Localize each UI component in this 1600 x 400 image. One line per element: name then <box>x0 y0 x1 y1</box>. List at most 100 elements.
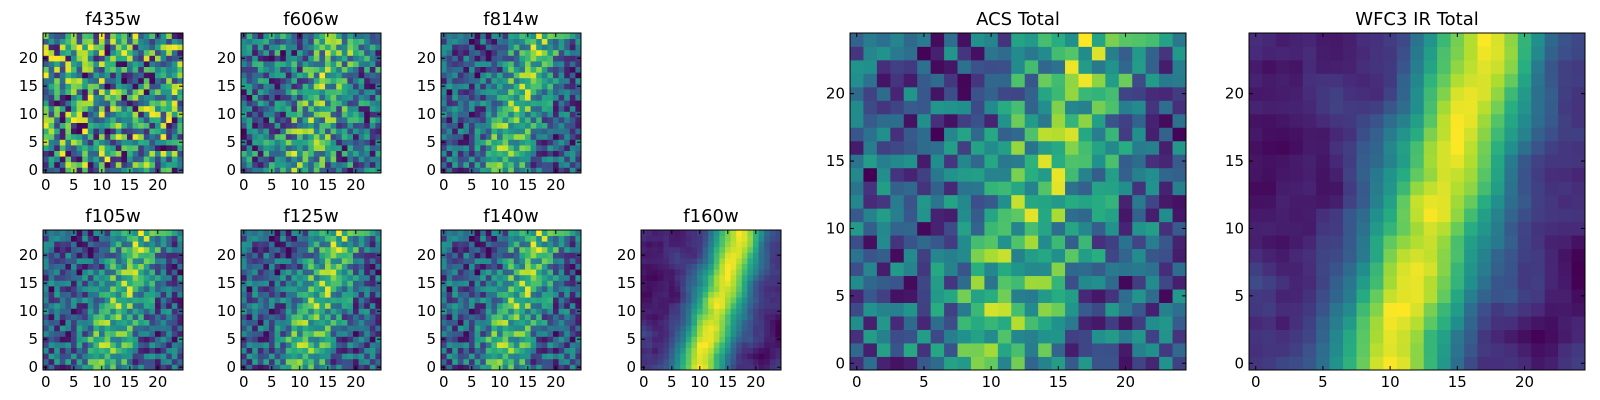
heatmap-cell <box>252 38 259 45</box>
heatmap-cell <box>115 258 122 264</box>
heatmap-cell <box>87 353 94 360</box>
heatmap-cell <box>364 111 371 118</box>
heatmap-cell <box>280 342 287 348</box>
heatmap-cell <box>491 111 498 118</box>
heatmap-cell <box>736 342 743 348</box>
heatmap-cell <box>121 297 128 304</box>
heatmap-cell <box>441 145 447 151</box>
heatmap-cell <box>171 235 178 242</box>
heatmap-cell <box>736 241 743 248</box>
heatmap-cell <box>970 181 985 196</box>
heatmap-cell <box>491 117 498 123</box>
heatmap-cell <box>110 100 117 107</box>
heatmap-cell <box>485 291 492 298</box>
heatmap-cell <box>769 364 776 371</box>
heatmap-cell <box>850 235 864 250</box>
heatmap-cell <box>513 145 520 151</box>
heatmap-cell <box>285 297 292 304</box>
heatmap-cell <box>274 145 281 151</box>
heatmap-cell <box>138 145 145 151</box>
heatmap-cell <box>93 94 100 101</box>
heatmap-cell <box>166 230 173 236</box>
heatmap-cell <box>48 49 55 56</box>
heatmap-cell <box>353 145 359 151</box>
heatmap-cell <box>1172 181 1187 196</box>
heatmap-cell <box>71 72 77 79</box>
heatmap-cell <box>547 33 554 39</box>
heatmap-cell <box>736 353 743 360</box>
heatmap-cell <box>702 235 709 242</box>
heatmap-cell <box>308 128 315 135</box>
heatmap-cell <box>369 128 376 135</box>
heatmap-cell <box>719 258 726 264</box>
heatmap-cell <box>375 105 382 112</box>
heatmap-cell <box>741 263 748 270</box>
heatmap-cell <box>997 167 1012 182</box>
heatmap-cell <box>99 342 105 348</box>
heatmap-cell <box>308 167 315 174</box>
heatmap-cell <box>536 72 543 79</box>
heatmap-cell <box>325 353 331 360</box>
heatmap-cell <box>319 342 326 348</box>
heatmap-cell <box>364 319 371 326</box>
heatmap-cell <box>104 246 111 253</box>
heatmap-cell <box>138 235 145 242</box>
heatmap-cell <box>970 221 985 236</box>
heatmap-cell <box>319 133 326 140</box>
heatmap-cell <box>76 49 83 56</box>
heatmap-cell <box>138 128 145 135</box>
heatmap-cell <box>269 72 275 79</box>
heatmap-cell <box>747 347 754 354</box>
heatmap-cell <box>155 353 161 360</box>
heatmap-cell <box>463 269 470 276</box>
heatmap-cell <box>469 353 475 360</box>
heatmap-cell <box>280 139 287 146</box>
heatmap-cell <box>469 49 475 56</box>
heatmap-cell <box>246 66 253 73</box>
heatmap-cell <box>308 156 315 163</box>
heatmap-cell <box>513 274 520 281</box>
heatmap-cell <box>641 319 647 326</box>
heatmap-cell <box>149 286 156 292</box>
heatmap-cell <box>280 94 287 101</box>
heatmap-cell <box>143 167 150 174</box>
heatmap-cell <box>104 55 111 62</box>
heatmap-cell <box>1011 181 1026 196</box>
heatmap-cell <box>497 44 503 51</box>
x-tick-label: 0 <box>439 176 449 194</box>
heatmap-cell <box>702 263 709 270</box>
heatmap-cell <box>730 314 737 320</box>
heatmap-cell <box>364 246 371 253</box>
heatmap-cell <box>474 94 481 101</box>
heatmap-cell <box>138 72 145 79</box>
heatmap-cell <box>330 280 337 287</box>
heatmap-cell <box>452 325 459 332</box>
heatmap-cell <box>297 336 303 343</box>
heatmap-cell <box>149 235 156 242</box>
heatmap-cell <box>736 258 743 264</box>
heatmap-cell <box>155 122 161 129</box>
heatmap-cell <box>48 55 55 62</box>
heatmap-cell <box>252 44 259 51</box>
heatmap-cell <box>1038 302 1052 317</box>
heatmap-cell <box>160 246 167 253</box>
heatmap-cell <box>491 358 498 365</box>
heatmap-cell <box>138 139 145 146</box>
heatmap-cell <box>99 38 105 45</box>
heatmap-cell <box>59 342 66 348</box>
heatmap-cell <box>876 316 891 330</box>
heatmap-cell <box>1091 248 1106 263</box>
heatmap-cell <box>160 100 167 107</box>
heatmap-cell <box>519 150 526 157</box>
heatmap-cell <box>297 235 303 242</box>
heatmap-cell <box>358 61 365 67</box>
heatmap-cell <box>569 342 576 348</box>
heatmap-cell <box>71 319 77 326</box>
heatmap-cell <box>463 161 470 168</box>
heatmap-cell <box>441 44 447 51</box>
y-tick-label: 0 <box>28 358 38 376</box>
heatmap-cell <box>375 353 382 360</box>
heatmap-cell <box>166 258 173 264</box>
heatmap-cell <box>104 33 111 39</box>
